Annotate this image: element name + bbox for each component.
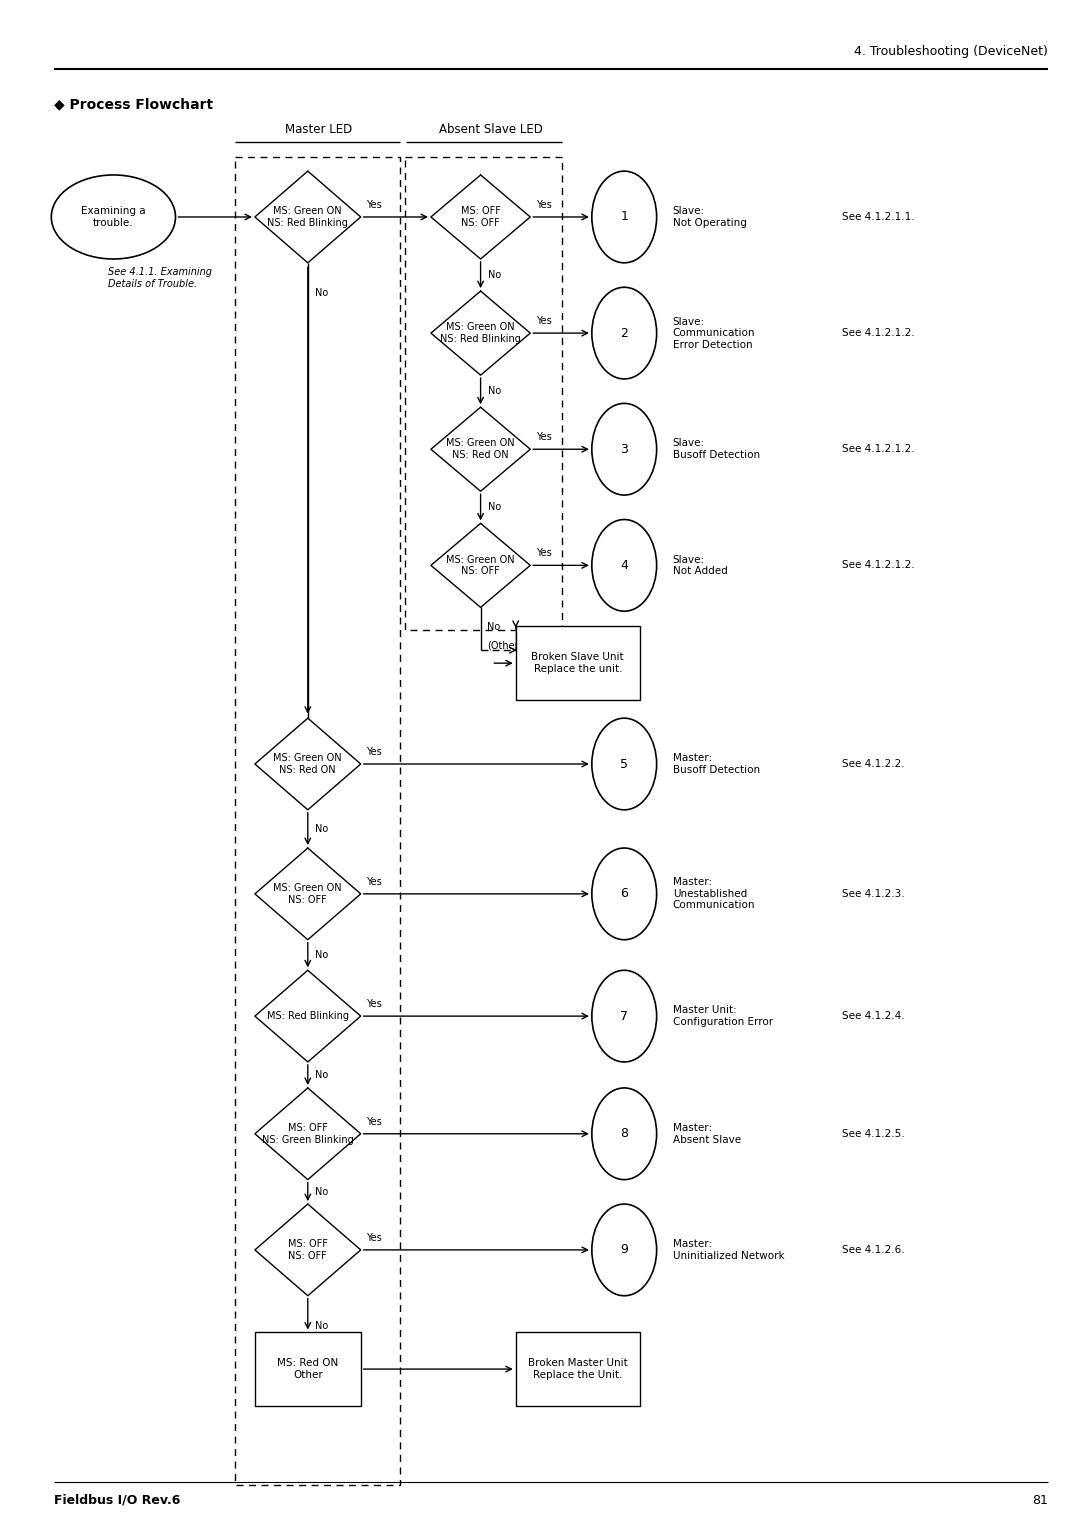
Text: No: No xyxy=(315,950,328,960)
Text: Yes: Yes xyxy=(366,999,382,1008)
Text: See 4.1.2.4.: See 4.1.2.4. xyxy=(842,1012,905,1021)
Text: No: No xyxy=(315,824,328,834)
Circle shape xyxy=(592,848,657,940)
Text: Master:
Absent Slave: Master: Absent Slave xyxy=(673,1123,741,1144)
Text: 4: 4 xyxy=(620,559,629,571)
Text: ◆ Process Flowchart: ◆ Process Flowchart xyxy=(54,96,213,112)
Text: Master:
Unestablished
Communication: Master: Unestablished Communication xyxy=(673,877,755,911)
Text: Yes: Yes xyxy=(366,877,382,886)
Text: Broken Master Unit
Replace the Unit.: Broken Master Unit Replace the Unit. xyxy=(528,1358,627,1380)
Text: No: No xyxy=(315,1322,328,1331)
Text: 5: 5 xyxy=(620,758,629,770)
Text: Yes: Yes xyxy=(366,747,382,756)
Circle shape xyxy=(592,718,657,810)
Text: Yes: Yes xyxy=(536,549,552,558)
Text: Master Unit:
Configuration Error: Master Unit: Configuration Error xyxy=(673,1005,773,1027)
Text: 8: 8 xyxy=(620,1128,629,1140)
Text: Fieldbus I/O Rev.6: Fieldbus I/O Rev.6 xyxy=(54,1494,180,1507)
Text: Yes: Yes xyxy=(366,1233,382,1242)
Ellipse shape xyxy=(51,176,175,258)
Circle shape xyxy=(592,287,657,379)
Text: Slave:
Communication
Error Detection: Slave: Communication Error Detection xyxy=(673,316,755,350)
Text: MS: Green ON
NS: OFF: MS: Green ON NS: OFF xyxy=(446,555,515,576)
Text: Examining a
trouble.: Examining a trouble. xyxy=(81,206,146,228)
Text: 4. Troubleshooting (DeviceNet): 4. Troubleshooting (DeviceNet) xyxy=(853,44,1048,58)
Text: See 4.1.2.1.2.: See 4.1.2.1.2. xyxy=(842,561,915,570)
Text: 2: 2 xyxy=(620,327,629,339)
Text: No: No xyxy=(488,503,501,512)
Text: No: No xyxy=(315,1187,328,1196)
Text: 1: 1 xyxy=(620,211,629,223)
Text: Absent Slave LED: Absent Slave LED xyxy=(440,122,543,136)
Bar xyxy=(255,1332,361,1406)
Text: MS: Green ON
NS: Red ON: MS: Green ON NS: Red ON xyxy=(446,439,515,460)
Bar xyxy=(516,626,640,700)
Text: No: No xyxy=(488,270,501,280)
Text: See 4.1.2.5.: See 4.1.2.5. xyxy=(842,1129,905,1138)
Text: Master LED: Master LED xyxy=(285,122,352,136)
Text: Yes: Yes xyxy=(536,316,552,325)
Text: (Other): (Other) xyxy=(487,640,523,651)
Text: Slave:
Busoff Detection: Slave: Busoff Detection xyxy=(673,439,760,460)
Circle shape xyxy=(592,970,657,1062)
Circle shape xyxy=(592,1204,657,1296)
Text: See 4.1.2.1.2.: See 4.1.2.1.2. xyxy=(842,445,915,454)
Text: MS: OFF
NS: OFF: MS: OFF NS: OFF xyxy=(461,206,500,228)
Text: No: No xyxy=(315,1070,328,1080)
Text: No: No xyxy=(315,289,328,298)
Text: Master:
Busoff Detection: Master: Busoff Detection xyxy=(673,753,760,775)
Text: Yes: Yes xyxy=(366,1117,382,1126)
Text: MS: Red Blinking: MS: Red Blinking xyxy=(267,1012,349,1021)
Text: Slave:
Not Added: Slave: Not Added xyxy=(673,555,728,576)
Text: MS: Green ON
NS: OFF: MS: Green ON NS: OFF xyxy=(273,883,342,905)
Text: See 4.1.2.1.1.: See 4.1.2.1.1. xyxy=(842,212,915,222)
Text: MS: Green ON
NS: Red Blinking: MS: Green ON NS: Red Blinking xyxy=(441,322,521,344)
Text: Slave:
Not Operating: Slave: Not Operating xyxy=(673,206,746,228)
Text: MS: Green ON
NS: Red Blinking: MS: Green ON NS: Red Blinking xyxy=(268,206,348,228)
Text: No: No xyxy=(488,387,501,396)
Text: See 4.1.2.6.: See 4.1.2.6. xyxy=(842,1245,905,1254)
Text: See 4.1.2.2.: See 4.1.2.2. xyxy=(842,759,905,769)
Text: MS: Green ON
NS: Red ON: MS: Green ON NS: Red ON xyxy=(273,753,342,775)
Text: Yes: Yes xyxy=(536,200,552,209)
Text: 6: 6 xyxy=(620,888,629,900)
Circle shape xyxy=(592,520,657,611)
Text: MS: OFF
NS: OFF: MS: OFF NS: OFF xyxy=(288,1239,327,1261)
Text: 9: 9 xyxy=(620,1244,629,1256)
Text: 7: 7 xyxy=(620,1010,629,1022)
Text: See 4.1.2.1.2.: See 4.1.2.1.2. xyxy=(842,329,915,338)
Circle shape xyxy=(592,171,657,263)
Text: Master:
Uninitialized Network: Master: Uninitialized Network xyxy=(673,1239,784,1261)
Text: 3: 3 xyxy=(620,443,629,455)
Text: See 4.1.2.3.: See 4.1.2.3. xyxy=(842,889,905,898)
Bar xyxy=(516,1332,640,1406)
Circle shape xyxy=(592,1088,657,1180)
Text: No: No xyxy=(487,622,500,633)
Text: MS: OFF
NS: Green Blinking: MS: OFF NS: Green Blinking xyxy=(262,1123,353,1144)
Text: 81: 81 xyxy=(1031,1494,1048,1507)
Circle shape xyxy=(592,403,657,495)
Text: Yes: Yes xyxy=(536,432,552,442)
Text: Yes: Yes xyxy=(366,200,382,209)
Text: See 4.1.1. Examining
Details of Trouble.: See 4.1.1. Examining Details of Trouble. xyxy=(108,267,212,289)
Text: Broken Slave Unit
Replace the unit.: Broken Slave Unit Replace the unit. xyxy=(531,652,624,674)
Text: MS: Red ON
Other: MS: Red ON Other xyxy=(278,1358,338,1380)
